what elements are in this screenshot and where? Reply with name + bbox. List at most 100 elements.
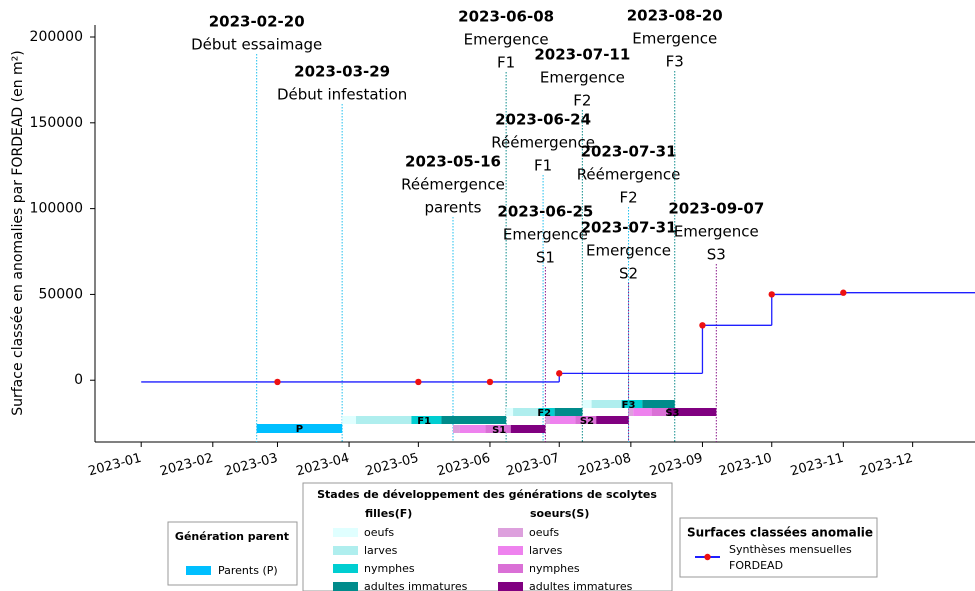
y-tick-label: 50000 <box>38 286 83 302</box>
x-tick-label: 2023-12 <box>858 451 914 480</box>
x-tick-label: 2023-05 <box>364 451 420 480</box>
legend-label: nymphes <box>529 562 580 575</box>
stage-bar <box>538 408 555 416</box>
x-tick-label: 2023-07 <box>505 451 561 480</box>
y-tick-label: 150000 <box>30 115 83 131</box>
stage-bar <box>651 408 668 416</box>
point <box>840 289 847 296</box>
event-label: F2 <box>619 189 637 207</box>
legend-label: adultes immatures <box>529 580 633 591</box>
legend-box <box>167 521 298 586</box>
stage-bar <box>554 408 583 416</box>
stage-bar <box>441 416 507 424</box>
stage-bar <box>513 408 539 416</box>
x-tick-label: 2023-08 <box>576 451 632 480</box>
stage-bar <box>628 408 634 416</box>
legend-label: nymphes <box>364 562 415 575</box>
generation-label: F2 <box>537 408 551 419</box>
legend-swatch <box>333 564 358 573</box>
point <box>415 378 422 386</box>
legend-marker <box>704 553 711 561</box>
point <box>699 322 706 329</box>
y-tick-label: 200000 <box>30 29 83 45</box>
event-label: Emergence <box>586 242 671 260</box>
generation-label: S1 <box>492 425 506 436</box>
legend-group: soeurs(S) <box>530 507 589 520</box>
point <box>274 378 281 386</box>
generation-label: S2 <box>580 416 594 427</box>
parent-bar <box>256 424 343 433</box>
legend-label: larves <box>529 544 563 557</box>
x-tick-label: 2023-02 <box>158 451 214 480</box>
event-label: parents <box>425 199 482 217</box>
legend-swatch <box>498 582 523 591</box>
event-label: Emergence <box>632 30 717 48</box>
legend-swatch <box>333 528 358 537</box>
stage-bar <box>575 416 597 424</box>
stage-bar <box>506 408 514 416</box>
event-label: F1 <box>534 157 552 175</box>
legend-label: Parents (P) <box>218 564 278 577</box>
event-label: Réémergence <box>401 176 505 194</box>
event-date: 2023-03-29 <box>294 63 390 81</box>
stage-bar <box>355 416 412 424</box>
y-tick-label: 0 <box>74 372 83 388</box>
event-label: Emergence <box>540 69 625 87</box>
stage-bar <box>342 416 356 424</box>
event-date: 2023-06-25 <box>497 203 593 221</box>
event-date: 2023-07-31 <box>581 219 677 237</box>
legend-swatch <box>498 546 523 555</box>
event-label: Réémergence <box>577 166 681 184</box>
stage-bar <box>621 400 643 408</box>
stage-bar <box>459 425 486 433</box>
event-label: S2 <box>619 265 638 283</box>
legend-swatch <box>333 582 358 591</box>
event-date: 2023-02-20 <box>209 13 305 31</box>
event-label: S3 <box>707 246 726 264</box>
y-tick-label: 100000 <box>30 201 83 217</box>
stage-bar <box>545 416 551 424</box>
event-label: F1 <box>497 54 515 72</box>
legend-box <box>679 517 878 578</box>
stage-bar <box>633 408 652 416</box>
stage-bar <box>596 416 629 424</box>
legend-label: adultes immatures <box>364 580 468 591</box>
x-tick-label: 2023-10 <box>717 451 773 480</box>
event-date: 2023-06-08 <box>458 8 554 26</box>
legend-label: oeufs <box>364 526 394 539</box>
stage-bar <box>591 400 622 408</box>
x-tick-label: 2023-11 <box>789 451 845 480</box>
event-label: Emergence <box>674 223 759 241</box>
event-date: 2023-07-11 <box>534 46 630 64</box>
stage-bar <box>582 400 592 408</box>
legend-label: FORDEAD <box>729 559 783 572</box>
event-label: Début infestation <box>277 86 407 104</box>
x-tick-label: 2023-03 <box>223 451 279 480</box>
event-date: 2023-05-16 <box>405 153 501 171</box>
stage-bar <box>453 425 460 433</box>
generation-label: F1 <box>417 416 431 427</box>
legend-swatch <box>498 528 523 537</box>
x-tick-label: 2023-04 <box>295 451 351 480</box>
event-label: S1 <box>536 249 555 267</box>
event-label: Emergence <box>464 31 549 49</box>
legend-title: Génération parent <box>175 530 289 543</box>
legend-label: oeufs <box>529 526 559 539</box>
event-label: F2 <box>573 92 591 110</box>
event-date: 2023-08-20 <box>627 7 723 25</box>
legend-swatch <box>498 564 523 573</box>
legend-group: filles(F) <box>365 507 412 520</box>
point <box>556 370 563 377</box>
legend-title: Surfaces classées anomalie <box>687 526 873 540</box>
event-label: Emergence <box>503 226 588 244</box>
legend-title: Stades de développement des générations … <box>317 488 657 501</box>
generation-label: S3 <box>665 408 679 419</box>
parent-bar-label: P <box>296 424 303 435</box>
stage-bar <box>485 425 511 433</box>
stage-bar <box>411 416 442 424</box>
legend-label: larves <box>364 544 398 557</box>
stage-bar <box>642 400 675 408</box>
event-date: 2023-06-24 <box>495 111 591 129</box>
generation-label: F3 <box>622 400 636 411</box>
